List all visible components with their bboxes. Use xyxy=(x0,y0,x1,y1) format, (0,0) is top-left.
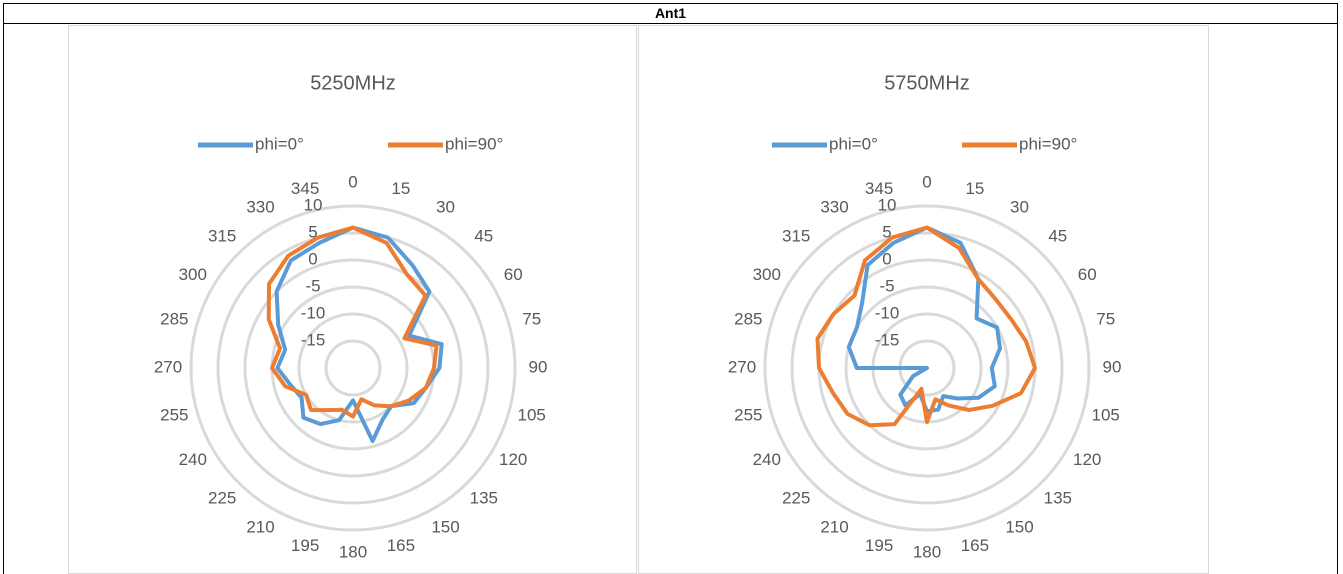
legend-label: phi=0° xyxy=(255,134,304,153)
grid-ring xyxy=(270,285,436,451)
y-tick-label: -5 xyxy=(879,276,894,295)
angle-label: 105 xyxy=(1092,405,1120,424)
angle-label: 195 xyxy=(865,536,893,555)
angle-label: 180 xyxy=(339,542,367,561)
angle-label: 75 xyxy=(1096,310,1115,329)
angle-label: 210 xyxy=(246,518,274,537)
y-tick-label: -10 xyxy=(301,303,326,322)
angle-label: 90 xyxy=(529,357,548,376)
grid-ring xyxy=(297,312,409,424)
angle-label: 120 xyxy=(1073,450,1101,469)
series-line xyxy=(815,225,1037,428)
y-tick-label: 5 xyxy=(308,222,317,241)
angle-label: 225 xyxy=(782,488,810,507)
angle-label: 270 xyxy=(154,357,182,376)
angle-label: 15 xyxy=(965,179,984,198)
angle-label: 105 xyxy=(518,405,546,424)
angle-label: 45 xyxy=(474,227,493,246)
angle-label: 0 xyxy=(922,172,931,191)
y-tick-label: -15 xyxy=(301,330,326,349)
grid-ring xyxy=(243,258,463,478)
angle-label: 330 xyxy=(246,197,274,216)
chart-title: 5250MHz xyxy=(310,72,396,94)
angle-label: 345 xyxy=(865,179,893,198)
angle-label: 210 xyxy=(820,518,848,537)
chart-frame xyxy=(68,25,637,574)
angle-label: 285 xyxy=(734,310,762,329)
legend-label: phi=90° xyxy=(445,134,503,153)
angle-label: 60 xyxy=(1078,265,1097,284)
angle-label: 240 xyxy=(753,450,781,469)
angle-label: 330 xyxy=(820,197,848,216)
angle-label: 0 xyxy=(348,172,357,191)
angle-label: 15 xyxy=(391,179,410,198)
grid-ring xyxy=(763,204,1091,532)
angle-label: 120 xyxy=(499,450,527,469)
table: Ant1 xyxy=(3,3,1338,574)
y-tick-label: 10 xyxy=(304,195,323,214)
angle-label: 135 xyxy=(1044,488,1072,507)
grid-ring xyxy=(216,231,490,505)
angle-label: 180 xyxy=(913,542,941,561)
angle-label: 165 xyxy=(387,536,415,555)
y-tick-label: 10 xyxy=(878,195,897,214)
angle-label: 285 xyxy=(160,310,188,329)
angle-label: 195 xyxy=(291,536,319,555)
y-tick-label: 0 xyxy=(882,249,891,268)
angle-label: 75 xyxy=(522,310,541,329)
angle-label: 165 xyxy=(961,536,989,555)
angle-label: 150 xyxy=(1005,518,1033,537)
grid-ring xyxy=(844,285,1010,451)
y-tick-label: 0 xyxy=(308,249,317,268)
grid-ring xyxy=(189,204,517,532)
angle-label: 45 xyxy=(1048,227,1067,246)
y-tick-label: -10 xyxy=(875,303,900,322)
legend-label: phi=0° xyxy=(829,134,878,153)
angle-label: 315 xyxy=(782,227,810,246)
angle-label: 150 xyxy=(431,518,459,537)
grid-ring xyxy=(790,231,1064,505)
angle-label: 90 xyxy=(1103,357,1122,376)
y-tick-label: -15 xyxy=(875,330,900,349)
angle-label: 300 xyxy=(179,265,207,284)
angle-label: 225 xyxy=(208,488,236,507)
angle-label: 135 xyxy=(470,488,498,507)
angle-label: 345 xyxy=(291,179,319,198)
angle-label: 240 xyxy=(179,450,207,469)
angle-label: 30 xyxy=(436,197,455,216)
chart-frame xyxy=(638,25,1209,574)
y-tick-label: 5 xyxy=(882,222,891,241)
angle-label: 255 xyxy=(734,405,762,424)
y-tick-label: -5 xyxy=(305,276,320,295)
angle-label: 255 xyxy=(160,405,188,424)
series-line xyxy=(266,225,439,419)
angle-label: 300 xyxy=(753,265,781,284)
chart-title: 5750MHz xyxy=(884,72,970,94)
legend-label: phi=90° xyxy=(1019,134,1077,153)
series-line xyxy=(274,225,444,443)
angle-label: 60 xyxy=(504,265,523,284)
angle-label: 270 xyxy=(728,357,756,376)
header: Ant1 xyxy=(4,4,1337,24)
grid-ring xyxy=(324,339,382,397)
angle-label: 315 xyxy=(208,227,236,246)
angle-label: 30 xyxy=(1010,197,1029,216)
